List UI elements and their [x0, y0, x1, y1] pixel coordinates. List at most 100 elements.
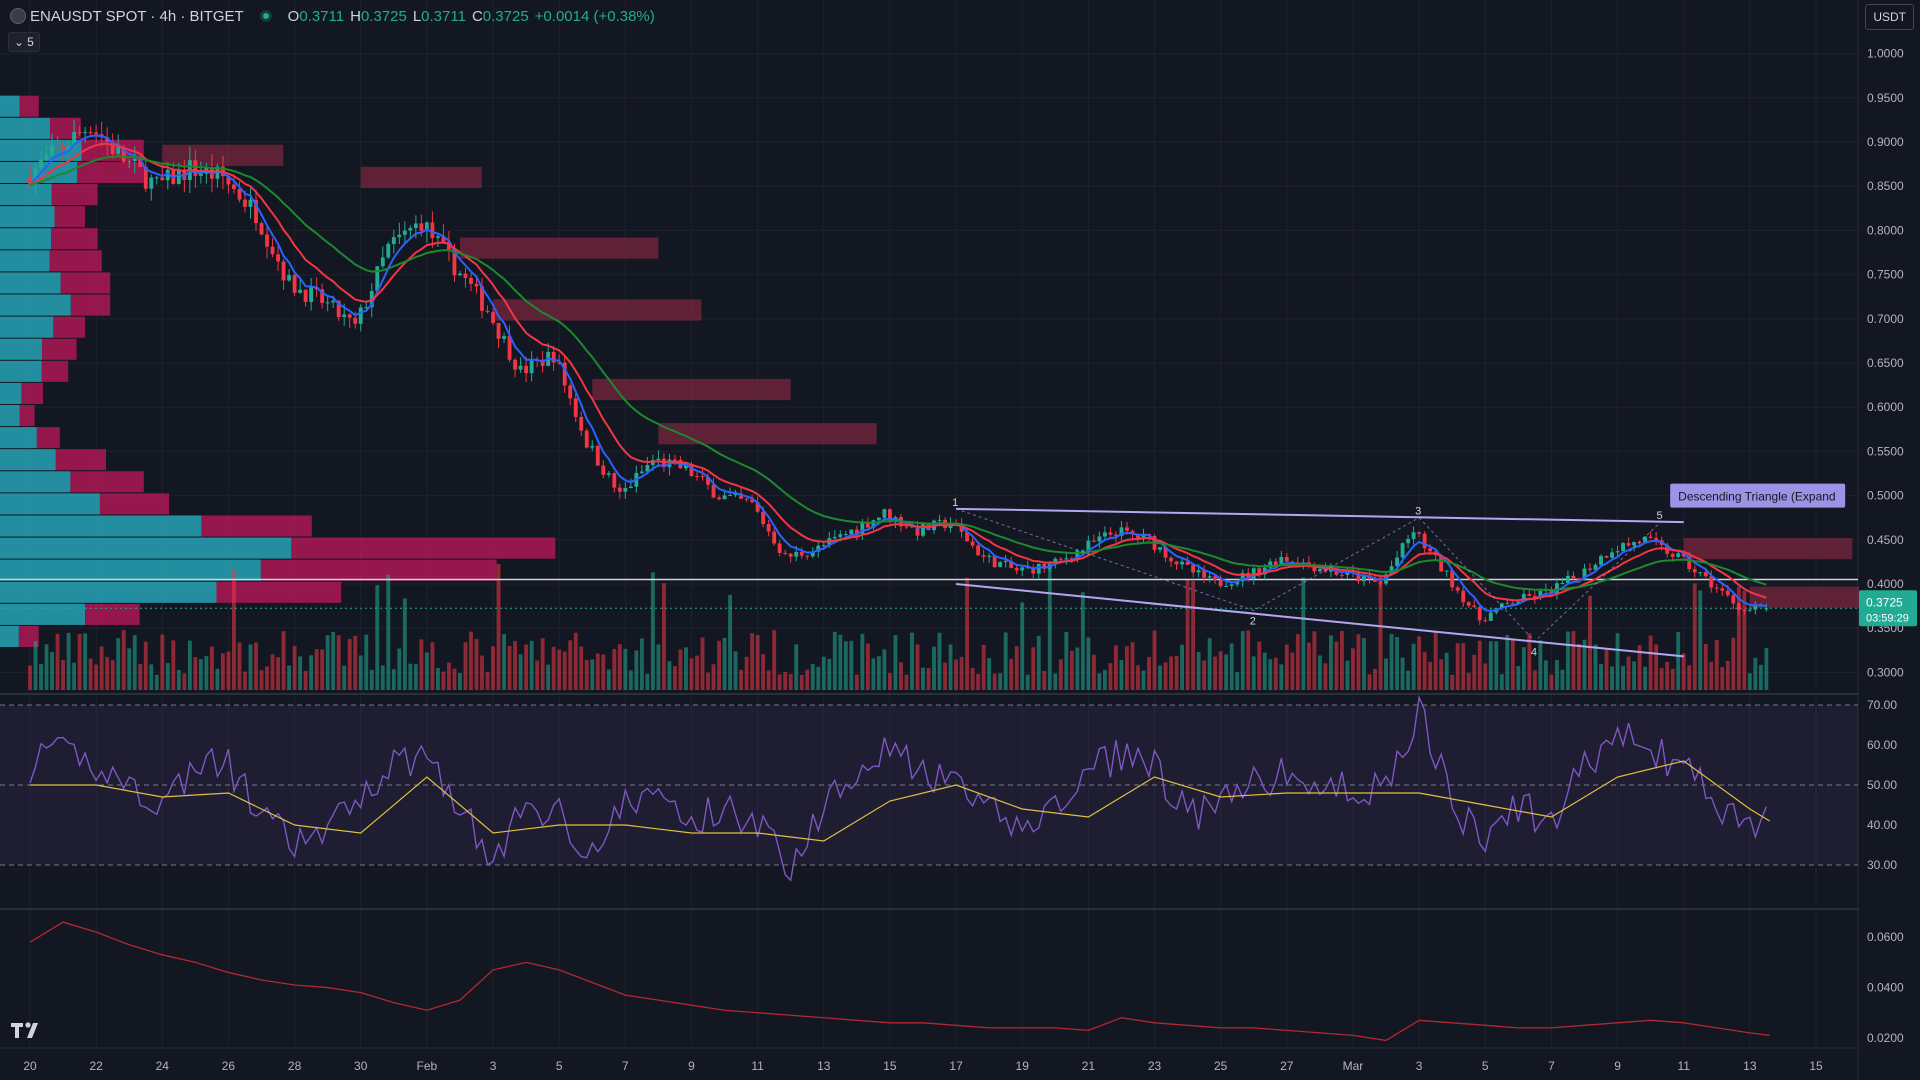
- candle-body: [1328, 569, 1333, 572]
- volume-bar: [1439, 659, 1444, 690]
- volume-bar: [915, 644, 920, 690]
- candle-body: [1378, 581, 1383, 584]
- volume-bar: [1692, 583, 1697, 690]
- volume-bar: [772, 630, 777, 690]
- candle-body: [1014, 567, 1019, 571]
- candle-body: [568, 385, 573, 399]
- pattern-label-box[interactable]: [1670, 483, 1846, 508]
- candle-body: [1180, 561, 1185, 565]
- volume-bar: [645, 673, 650, 690]
- volume-profile-bar-down: [60, 272, 111, 294]
- volume-profile-bar-down: [85, 603, 140, 625]
- currency-button[interactable]: USDT: [1865, 4, 1914, 30]
- candle-body: [513, 359, 518, 370]
- volume-bar: [717, 640, 721, 690]
- symbol-title[interactable]: ENAUSDT SPOT · 4h · BITGET: [30, 7, 244, 25]
- volume-bar: [248, 644, 253, 690]
- volume-bar: [441, 671, 446, 690]
- ema-slow-line: [29, 155, 1767, 592]
- supply-zone: [493, 299, 702, 321]
- volume-bar: [706, 672, 710, 690]
- supply-zone: [162, 144, 284, 166]
- time-tick-label: 23: [1148, 1059, 1162, 1073]
- volume-bar: [1301, 577, 1306, 690]
- volume-bar: [871, 658, 876, 690]
- candle-body: [480, 286, 484, 311]
- pattern-trendline[interactable]: [955, 582, 1684, 658]
- volume-bar: [408, 663, 413, 690]
- collapse-indicators-button[interactable]: ⌄ 5: [8, 32, 40, 52]
- volume-bar: [1174, 656, 1179, 690]
- candle-body: [447, 241, 451, 250]
- candle-body: [865, 522, 870, 528]
- volume-bar: [1257, 641, 1262, 690]
- volume-bar: [309, 655, 314, 690]
- volume-bar: [314, 649, 319, 690]
- volume-profile-bar-up: [0, 316, 54, 338]
- volume-bar: [1356, 634, 1361, 690]
- volume-bar: [1053, 673, 1058, 690]
- volume-profile-bar-down: [19, 95, 39, 117]
- volume-bar: [1136, 665, 1140, 690]
- volume-bar: [1720, 667, 1725, 690]
- volume-profile-bar-down: [77, 161, 144, 184]
- candle-body: [1345, 571, 1350, 575]
- volume-bar: [358, 655, 363, 690]
- price-axis-bg[interactable]: [1859, 0, 1920, 1080]
- volume-bar: [1670, 668, 1675, 690]
- volume-bar: [943, 662, 947, 690]
- volume-bar: [722, 637, 727, 690]
- candle-body: [816, 545, 821, 552]
- volume-profile-bar-down: [55, 449, 106, 471]
- volume-bar: [1742, 590, 1747, 690]
- volume-profile-bar-down: [36, 427, 60, 449]
- supply-zone: [360, 166, 482, 189]
- volume-bar: [1648, 635, 1653, 690]
- volume-bar: [750, 633, 755, 690]
- volume-bar: [1736, 586, 1741, 690]
- volume-bar: [1334, 641, 1339, 690]
- volume-bar: [1637, 645, 1642, 690]
- lower-tick-label: 0.0400: [1867, 981, 1904, 995]
- candle-body: [965, 531, 970, 542]
- volume-bar: [1676, 632, 1681, 690]
- volume-bar: [1714, 639, 1719, 690]
- volume-bar: [1251, 656, 1256, 690]
- candle-body: [182, 169, 187, 180]
- volume-bar: [116, 638, 121, 690]
- volume-bar: [1317, 655, 1322, 690]
- candle-body: [1742, 610, 1747, 612]
- candle-body: [469, 277, 473, 284]
- candle-body: [1532, 595, 1537, 599]
- volume-bar: [595, 653, 600, 690]
- volume-bar: [1097, 673, 1102, 690]
- volume-bar: [1147, 656, 1151, 690]
- volume-bar: [1527, 633, 1532, 690]
- candle-body: [364, 307, 369, 309]
- volume-bar: [849, 640, 854, 690]
- high-value: 0.3725: [360, 7, 407, 25]
- tradingview-logo-icon[interactable]: [10, 1020, 44, 1040]
- volume-bar: [1698, 590, 1703, 690]
- volume-bar: [121, 630, 126, 690]
- volume-bar: [1521, 647, 1526, 690]
- volume-bar: [882, 649, 887, 690]
- candle-body: [689, 464, 694, 477]
- volume-bar: [1163, 662, 1168, 690]
- volume-bar: [1009, 658, 1014, 690]
- candle-body: [1731, 595, 1736, 604]
- price-tick-label: 0.3000: [1867, 665, 1904, 679]
- candle-body: [463, 273, 468, 278]
- rsi-tick-label: 40.00: [1867, 818, 1897, 832]
- volume-bar: [1615, 633, 1620, 690]
- volume-bar: [452, 668, 457, 690]
- volume-bar: [447, 662, 451, 690]
- price-tick-label: 0.4000: [1867, 577, 1904, 591]
- price-tick-label: 0.9000: [1867, 135, 1904, 149]
- pattern-trendline[interactable]: [956, 507, 1684, 524]
- volume-profile-bar-up: [0, 272, 61, 294]
- candle-body: [1571, 575, 1576, 579]
- candle-body: [882, 509, 887, 518]
